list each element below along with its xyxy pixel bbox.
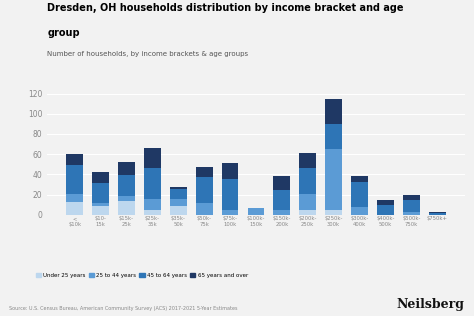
Bar xyxy=(351,207,368,215)
Bar xyxy=(403,212,419,215)
Bar xyxy=(196,178,213,203)
Bar xyxy=(299,168,316,194)
Bar xyxy=(170,186,187,189)
Bar xyxy=(92,173,109,183)
Bar xyxy=(273,176,290,190)
Bar xyxy=(403,200,419,212)
Bar xyxy=(92,203,109,206)
Bar xyxy=(144,210,161,215)
Bar xyxy=(170,189,187,199)
Text: Dresden, OH households distribution by income bracket and age: Dresden, OH households distribution by i… xyxy=(47,3,404,13)
Bar xyxy=(325,99,342,124)
Text: Neilsberg: Neilsberg xyxy=(397,298,465,311)
Bar xyxy=(66,165,83,194)
Bar xyxy=(273,210,290,215)
Text: group: group xyxy=(47,28,80,39)
Bar xyxy=(273,190,290,210)
Bar xyxy=(325,149,342,210)
Legend: Under 25 years, 25 to 44 years, 45 to 64 years, 65 years and over: Under 25 years, 25 to 44 years, 45 to 64… xyxy=(34,271,250,280)
Bar xyxy=(351,176,368,181)
Bar xyxy=(144,199,161,210)
Bar xyxy=(196,167,213,178)
Bar xyxy=(118,175,135,196)
Bar xyxy=(299,153,316,168)
Bar xyxy=(170,206,187,215)
Bar xyxy=(351,181,368,207)
Bar xyxy=(222,210,238,215)
Bar xyxy=(429,212,446,213)
Bar xyxy=(196,203,213,215)
Bar xyxy=(170,199,187,206)
Bar xyxy=(403,195,419,200)
Bar xyxy=(429,213,446,215)
Bar xyxy=(144,148,161,168)
Bar xyxy=(222,179,238,210)
Bar xyxy=(325,210,342,215)
Bar xyxy=(66,202,83,215)
Bar xyxy=(118,162,135,175)
Bar xyxy=(118,201,135,215)
Bar xyxy=(377,205,394,215)
Text: Source: U.S. Census Bureau, American Community Survey (ACS) 2017-2021 5-Year Est: Source: U.S. Census Bureau, American Com… xyxy=(9,306,238,311)
Bar xyxy=(377,200,394,205)
Bar xyxy=(92,183,109,203)
Bar xyxy=(66,154,83,165)
Text: Number of households, by income brackets & age groups: Number of households, by income brackets… xyxy=(47,51,248,57)
Bar xyxy=(325,124,342,149)
Bar xyxy=(92,206,109,215)
Bar xyxy=(66,194,83,202)
Bar xyxy=(144,168,161,199)
Bar xyxy=(299,194,316,210)
Bar xyxy=(247,208,264,215)
Bar xyxy=(222,163,238,179)
Bar xyxy=(299,210,316,215)
Bar xyxy=(118,196,135,201)
